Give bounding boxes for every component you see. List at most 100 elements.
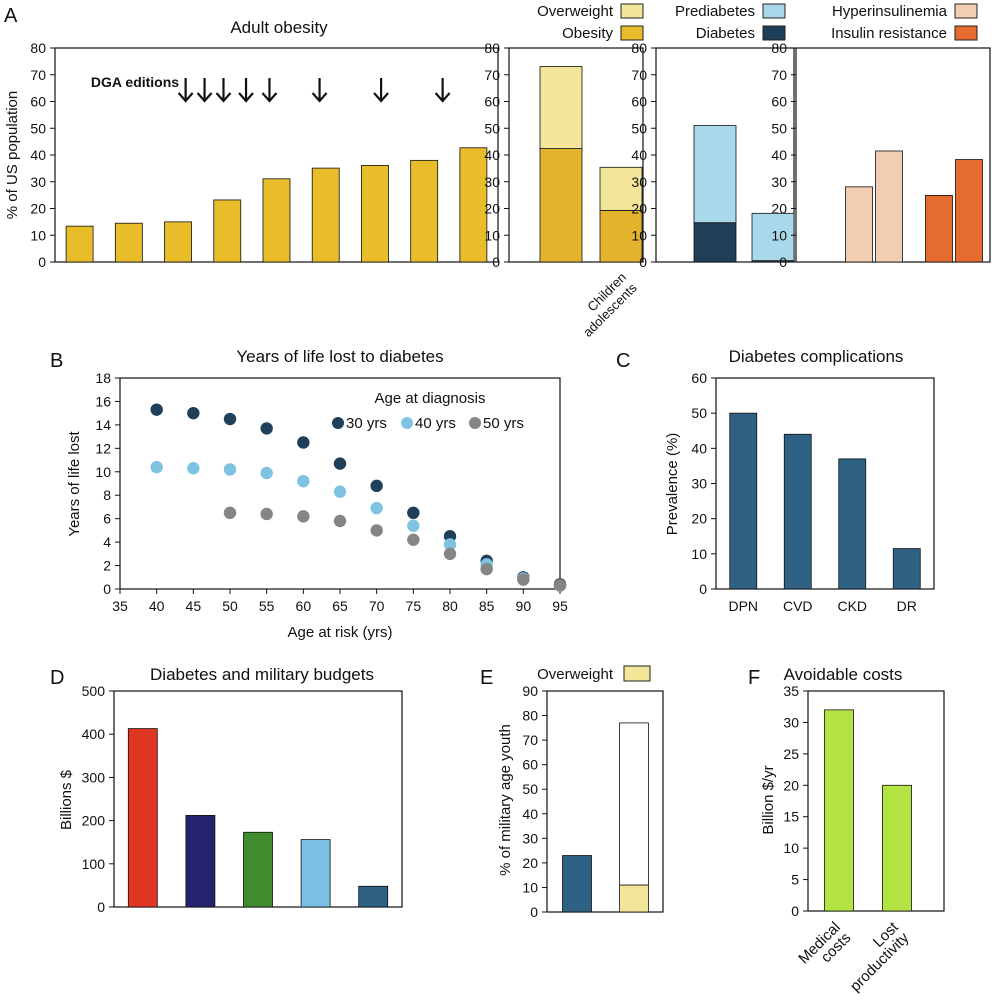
dga-arrow-head	[177, 92, 194, 103]
dga-label: DGA editions	[91, 74, 179, 90]
legend-swatch-insulin-resistance	[954, 25, 978, 41]
panel-label-e: E	[480, 667, 493, 689]
b-point-40-yrs	[260, 466, 273, 480]
b-xtick-label: 50	[222, 598, 238, 614]
a2-bar-obesity	[539, 148, 583, 263]
a1-bar	[459, 147, 488, 263]
a1-bar	[164, 221, 192, 263]
b-xtick-label: 40	[149, 598, 165, 614]
b-xtick-label: 80	[442, 598, 458, 614]
c-ytick-label: 60	[691, 370, 707, 386]
b-point-50-yrs	[480, 562, 493, 576]
d-title: Diabetes and military budgets	[150, 665, 374, 684]
a1-ytick-label: 40	[30, 147, 46, 163]
b-xlabel: Age at risk (yrs)	[287, 624, 392, 641]
e-legend-swatch	[623, 665, 651, 682]
e-ytick-label: 30	[522, 830, 538, 846]
a2-bar-overweight	[599, 166, 643, 211]
b-point-50-yrs	[223, 506, 237, 520]
a4-bar	[955, 159, 983, 263]
b-xtick-label: 85	[479, 598, 495, 614]
c-ytick-label: 0	[699, 581, 707, 597]
b-ytick-label: 0	[103, 581, 111, 597]
legend-overweight: Overweight	[537, 3, 614, 20]
b-point-50-yrs	[553, 579, 567, 592]
a1-title: Adult obesity	[230, 18, 328, 37]
b-point-40-yrs	[407, 519, 420, 532]
a1-ytick-label: 20	[30, 201, 46, 217]
a4-ytick-label: 40	[771, 147, 787, 163]
a2-ytick-label: 50	[484, 120, 500, 136]
b-point-40-yrs	[443, 538, 457, 551]
b-point-30-yrs	[407, 506, 420, 520]
d-bar	[185, 815, 216, 908]
c-bar	[783, 433, 812, 590]
f-ytick-label: 5	[791, 872, 799, 888]
d-bar	[300, 839, 331, 908]
a1-bar	[65, 225, 94, 263]
d-ytick-label: 0	[97, 899, 105, 915]
c-xtick-label: DPN	[728, 598, 758, 614]
b-point-30-yrs	[187, 406, 200, 420]
a2-ytick-label: 30	[484, 174, 500, 190]
e-bar-other	[619, 722, 649, 886]
f-title: Avoidable costs	[784, 665, 903, 684]
a1-bar	[213, 199, 242, 263]
b-plot-frame	[119, 377, 561, 590]
b-ytick-label: 4	[103, 534, 111, 550]
e-plot-frame	[546, 690, 664, 913]
a4-ytick-label: 20	[771, 201, 787, 217]
b-legend-50: 50 yrs	[483, 415, 524, 432]
b-point-40-yrs	[187, 462, 200, 475]
legend-swatch-hyperinsulinemia	[954, 3, 978, 19]
dga-arrow-head	[238, 92, 254, 103]
a3-ytick-label: 40	[631, 147, 647, 163]
a4-bar	[875, 150, 903, 263]
panel-label-b: B	[50, 350, 63, 372]
b-point-50-yrs	[407, 533, 420, 546]
b-point-50-yrs	[297, 510, 310, 523]
b-point-30-yrs	[150, 403, 163, 416]
dga-arrow-head	[196, 92, 213, 103]
a3-ytick-label: 30	[631, 174, 647, 190]
b-ytick-label: 16	[95, 393, 111, 409]
chart-marks: 0102030405060708001020304050607080Childr…	[30, 40, 991, 995]
c-bar	[838, 458, 867, 590]
a1-ylabel: % of US population	[4, 91, 21, 219]
legend-diabetes: Diabetes	[696, 25, 755, 42]
e-ylabel: % of military age youth	[497, 724, 514, 876]
f-ytick-label: 0	[791, 903, 799, 919]
b-point-30-yrs	[260, 422, 273, 435]
c-ytick-label: 40	[691, 440, 707, 456]
e-ytick-label: 10	[522, 879, 538, 895]
a4-ytick-label: 10	[771, 227, 787, 243]
b-point-30-yrs	[297, 436, 310, 449]
legend-prediabetes: Prediabetes	[675, 3, 755, 20]
a3-ytick-label: 10	[631, 227, 647, 243]
b-point-40-yrs	[370, 501, 383, 515]
e-bar-eligible	[562, 855, 592, 913]
b-point-40-yrs	[150, 460, 163, 474]
f-ytick-label: 20	[783, 777, 799, 793]
a2-ytick-label: 20	[484, 201, 500, 217]
a1-bar	[361, 165, 389, 263]
a2-bar-overweight	[539, 66, 583, 149]
f-bar	[824, 709, 854, 912]
b-xtick-label: 90	[516, 598, 532, 614]
dga-arrow-head	[373, 92, 389, 103]
c-ylabel: Prevalence (%)	[664, 433, 681, 536]
a1-bar	[311, 167, 340, 263]
c-ytick-label: 50	[691, 405, 707, 421]
f-plot-frame	[807, 690, 945, 912]
e-ytick-label: 20	[522, 855, 538, 871]
b-legend-dot-40	[401, 417, 413, 429]
b-point-40-yrs	[223, 463, 237, 476]
c-ytick-label: 30	[691, 476, 707, 492]
d-bar	[127, 728, 158, 908]
a1-bar	[114, 222, 143, 263]
c-bar	[729, 412, 758, 590]
a4-ytick-label: 0	[779, 254, 787, 270]
b-legend-dot-50	[469, 417, 481, 429]
b-title: Years of life lost to diabetes	[236, 347, 443, 366]
